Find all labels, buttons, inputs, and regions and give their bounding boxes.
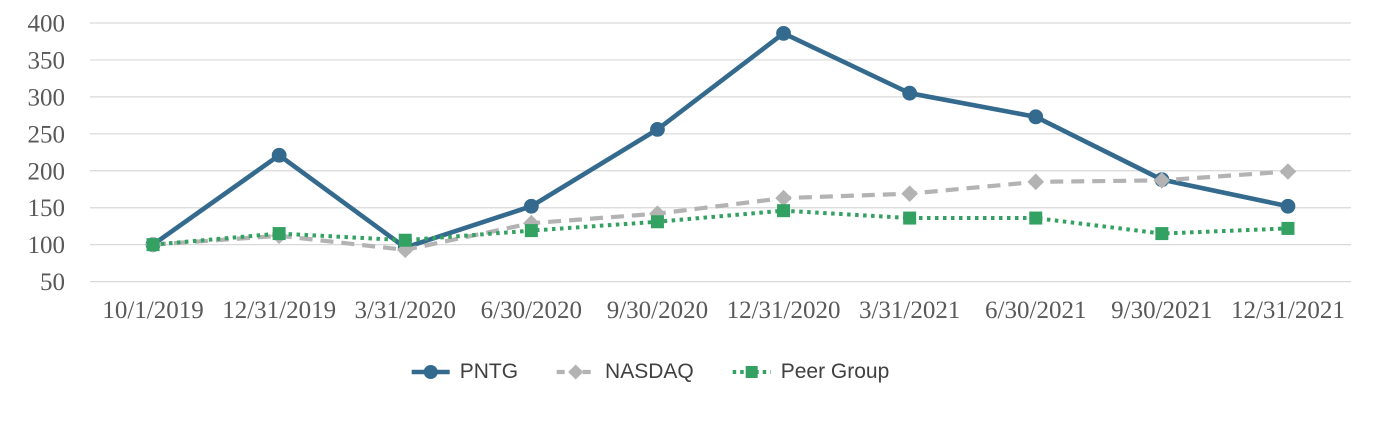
legend-label-nasdaq: NASDAQ bbox=[605, 360, 694, 383]
marker-nasdaq bbox=[1279, 163, 1297, 180]
marker-peer-group bbox=[1155, 227, 1169, 241]
chart-legend: PNTG NASDAQ Peer Group bbox=[411, 360, 890, 384]
y-axis-label-150: 150 bbox=[28, 195, 66, 222]
marker-pntg bbox=[523, 198, 539, 214]
marker-peer-group bbox=[272, 227, 286, 241]
line-peer-group bbox=[152, 208, 1289, 247]
y-axis-label-250: 250 bbox=[28, 121, 66, 148]
legend-label-peer-group: Peer Group bbox=[780, 360, 890, 383]
line-pntg bbox=[151, 31, 1289, 250]
x-axis-label: 12/31/2020 bbox=[727, 297, 841, 324]
marker-pntg bbox=[1280, 198, 1296, 214]
marker-pntg bbox=[902, 85, 918, 101]
legend-item-pntg: PNTG bbox=[411, 360, 518, 384]
marker-peer-group bbox=[903, 211, 917, 225]
x-axis-label: 12/31/2019 bbox=[222, 297, 336, 324]
marker-peer-group bbox=[398, 233, 412, 247]
marker-peer-group bbox=[777, 204, 791, 218]
y-axis-label-300: 300 bbox=[28, 84, 66, 111]
y-axis-label-200: 200 bbox=[28, 158, 66, 185]
peer-group-line-square-icon bbox=[732, 362, 772, 382]
x-axis-label: 6/30/2020 bbox=[481, 297, 582, 324]
marker-nasdaq bbox=[775, 189, 792, 207]
y-axis-label-50: 50 bbox=[40, 269, 65, 296]
line-nasdaq bbox=[152, 169, 1289, 252]
marker-nasdaq bbox=[1027, 173, 1045, 191]
x-axis-label: 9/30/2021 bbox=[1111, 297, 1212, 324]
y-axis-label-400: 400 bbox=[28, 11, 66, 38]
legend-item-nasdaq: NASDAQ bbox=[556, 360, 694, 384]
x-axis-label: 9/30/2020 bbox=[607, 297, 708, 324]
marker-pntg bbox=[650, 121, 665, 137]
marker-pntg bbox=[271, 147, 287, 163]
x-axis-label: 3/31/2020 bbox=[355, 297, 456, 324]
marker-peer-group bbox=[146, 238, 160, 252]
series-nasdaq bbox=[144, 163, 1297, 259]
series-peer-group bbox=[146, 204, 1295, 252]
nasdaq-line-diamond-icon bbox=[556, 362, 596, 382]
y-axis-label-100: 100 bbox=[28, 232, 66, 259]
x-axis-label: 10/1/2019 bbox=[102, 297, 203, 324]
marker-peer-group bbox=[1029, 211, 1043, 225]
marker-pntg bbox=[776, 25, 791, 41]
legend-item-peer-group: Peer Group bbox=[732, 360, 890, 384]
marker-nasdaq bbox=[1153, 172, 1171, 189]
marker-nasdaq bbox=[396, 241, 414, 259]
marker-peer-group bbox=[1281, 221, 1295, 235]
marker-peer-group bbox=[650, 215, 664, 229]
pntg-line-circle-icon bbox=[411, 362, 451, 382]
x-axis-label: 3/31/2021 bbox=[859, 297, 960, 324]
x-axis-label: 6/30/2021 bbox=[985, 297, 1086, 324]
marker-peer-group bbox=[524, 224, 538, 238]
marker-pntg bbox=[1028, 109, 1044, 125]
legend-label-pntg: PNTG bbox=[459, 360, 519, 383]
marker-nasdaq bbox=[901, 185, 918, 202]
x-axis-label: 12/31/2021 bbox=[1231, 297, 1345, 324]
y-axis-label-350: 350 bbox=[28, 47, 66, 74]
